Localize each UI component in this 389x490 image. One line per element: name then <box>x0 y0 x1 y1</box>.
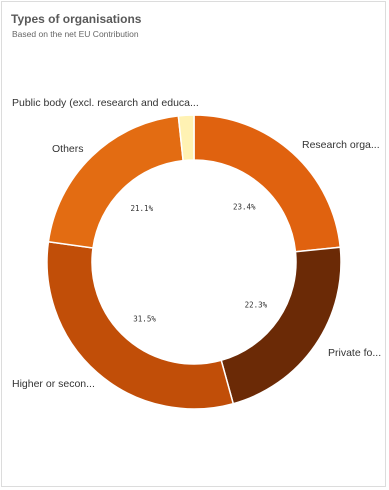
slice-category-label: Higher or secon... <box>12 378 95 390</box>
slice-value-label: 23.4% <box>233 202 256 211</box>
donut-slice[interactable] <box>177 114 195 162</box>
donut-slice[interactable] <box>220 246 342 405</box>
slice-category-label: Research orga... <box>302 139 380 151</box>
donut-slice[interactable] <box>46 240 235 410</box>
slice-value-label: 21.1% <box>131 204 154 213</box>
slice-category-label: Public body (excl. research and educa... <box>12 97 199 109</box>
slice-value-label: 31.5% <box>133 314 156 323</box>
chart-subtitle: Based on the net EU Contribution <box>12 29 139 39</box>
chart-title: Types of organisations <box>11 12 142 26</box>
slice-category-label: Private fo... <box>328 347 381 359</box>
slice-category-label: Others <box>52 143 84 155</box>
slice-value-label: 22.3% <box>245 300 268 309</box>
donut-slice[interactable] <box>47 115 184 249</box>
donut-slice[interactable] <box>193 114 342 253</box>
